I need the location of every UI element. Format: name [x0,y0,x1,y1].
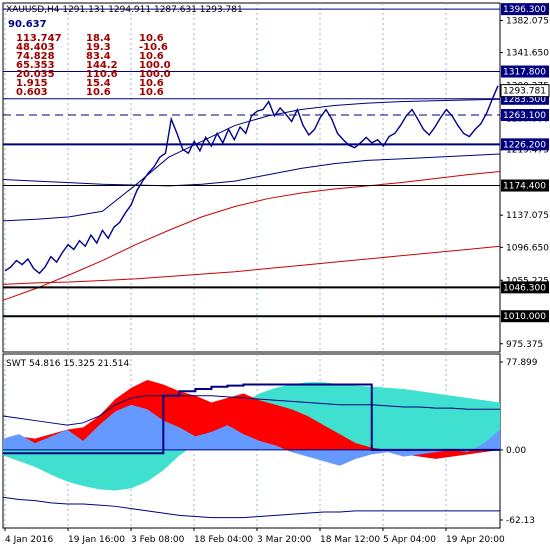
stat-cell: 65.353 [16,60,55,71]
level-label-bg [501,3,549,16]
x-tick-label: 3 Feb 08:00 [131,535,185,545]
x-tick-label: 5 Apr 04:00 [383,535,436,545]
osc-band-upper [2,395,500,426]
stat-cell: 10.6 [86,87,111,98]
x-tick-label: 19 Apr 20:00 [446,535,505,545]
stat-cell: 74.828 [16,51,55,62]
x-tick-label: 4 Jan 2016 [5,535,53,545]
stat-cell: 100.0 [139,60,171,71]
level-label: 1174.400 [503,182,546,192]
level-label: 1263.100 [503,111,546,121]
y-tick-label: 1382.075 [506,16,549,26]
y-tick-label: 975.375 [506,340,543,350]
level-label-bg [501,310,549,323]
stat-cell: 83.4 [86,51,111,62]
level-label-bg [501,65,549,78]
stat-cell: -10.6 [139,42,168,53]
stat-cell: 10.6 [139,33,164,44]
osc-y-tick-label: 0.00 [506,446,526,456]
level-label-bg [501,138,549,151]
level-label: 1046.300 [503,283,546,293]
osc-y-tick-label: -62.13 [506,516,535,526]
current-price-bg [500,84,550,98]
big-value: 90.637 [8,19,47,30]
stat-cell: 110.6 [86,69,118,80]
osc-y-tick-label: 77.899 [506,358,538,368]
level-label-bg [501,281,549,294]
x-tick-label: 18 Mar 12:00 [320,535,380,545]
x-tick-label: 3 Mar 20:00 [257,535,312,545]
stat-cell: 10.6 [139,87,164,98]
stat-cell: 48.403 [16,42,55,53]
level-label: 1317.800 [503,68,546,78]
osc-header: SWT 54.816 15.325 21.514 [6,359,129,369]
price-line [4,85,499,275]
stat-cell: 15.4 [86,78,111,89]
y-tick-label: 1055.225 [506,276,549,286]
level-label: 1396.300 [503,5,546,15]
stat-cell: 100.0 [139,69,171,80]
level-label-bg [501,179,549,192]
stat-cell: 19.3 [86,42,111,53]
stat-cell: 0.603 [16,87,48,98]
chart-header: XAUUSD,H4 1291.131 1294.911 1287.631 129… [6,5,243,15]
stat-cell: 18.4 [86,33,111,44]
x-tick-label: 18 Feb 04:00 [194,535,253,545]
ma-envelope-low [2,153,501,187]
stat-cell: 144.2 [86,60,118,71]
level-label: 1283.500 [503,95,546,105]
x-tick-label: 19 Jan 16:00 [68,535,125,545]
stat-cell: 113.747 [16,33,62,44]
y-tick-label: 1096.650 [506,243,549,253]
stat-cell: 1.915 [16,78,48,89]
osc-band-lower [2,496,500,519]
stat-cell: 10.6 [139,51,164,62]
level-label: 1010.000 [503,312,546,322]
y-tick-label: 1219.475 [506,146,549,156]
y-tick-label: 1137.075 [506,211,549,221]
ma-longest [2,245,501,285]
ma-envelope-up [2,98,501,222]
y-tick-label: 1341.650 [506,49,549,59]
level-label-bg [501,109,549,122]
stat-cell: 10.6 [139,78,164,89]
current-price-label: 1293.781 [503,87,546,97]
level-label: 1226.200 [503,140,546,150]
ma-long [2,171,501,301]
stat-cell: 20.035 [16,69,55,80]
